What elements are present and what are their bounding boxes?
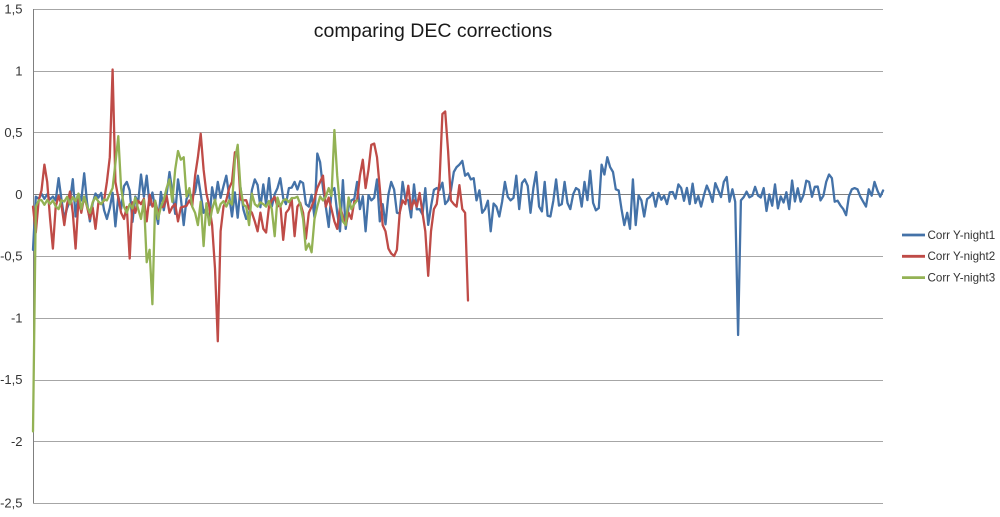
svg-text:Corr Y-night1: Corr Y-night1	[928, 229, 996, 242]
svg-text:1,5: 1,5	[4, 2, 22, 17]
svg-text:comparing DEC corrections: comparing DEC corrections	[314, 20, 553, 42]
svg-text:Corr Y-night3: Corr Y-night3	[928, 271, 996, 284]
svg-text:-1: -1	[11, 310, 23, 325]
svg-text:0: 0	[15, 187, 22, 202]
svg-text:1: 1	[15, 63, 22, 78]
svg-text:0,5: 0,5	[4, 125, 22, 140]
svg-text:-0,5: -0,5	[0, 249, 22, 264]
svg-text:-2,5: -2,5	[0, 496, 22, 511]
svg-text:-1,5: -1,5	[0, 372, 22, 387]
svg-text:Corr Y-night2: Corr Y-night2	[928, 250, 996, 263]
svg-text:-2: -2	[11, 434, 23, 449]
